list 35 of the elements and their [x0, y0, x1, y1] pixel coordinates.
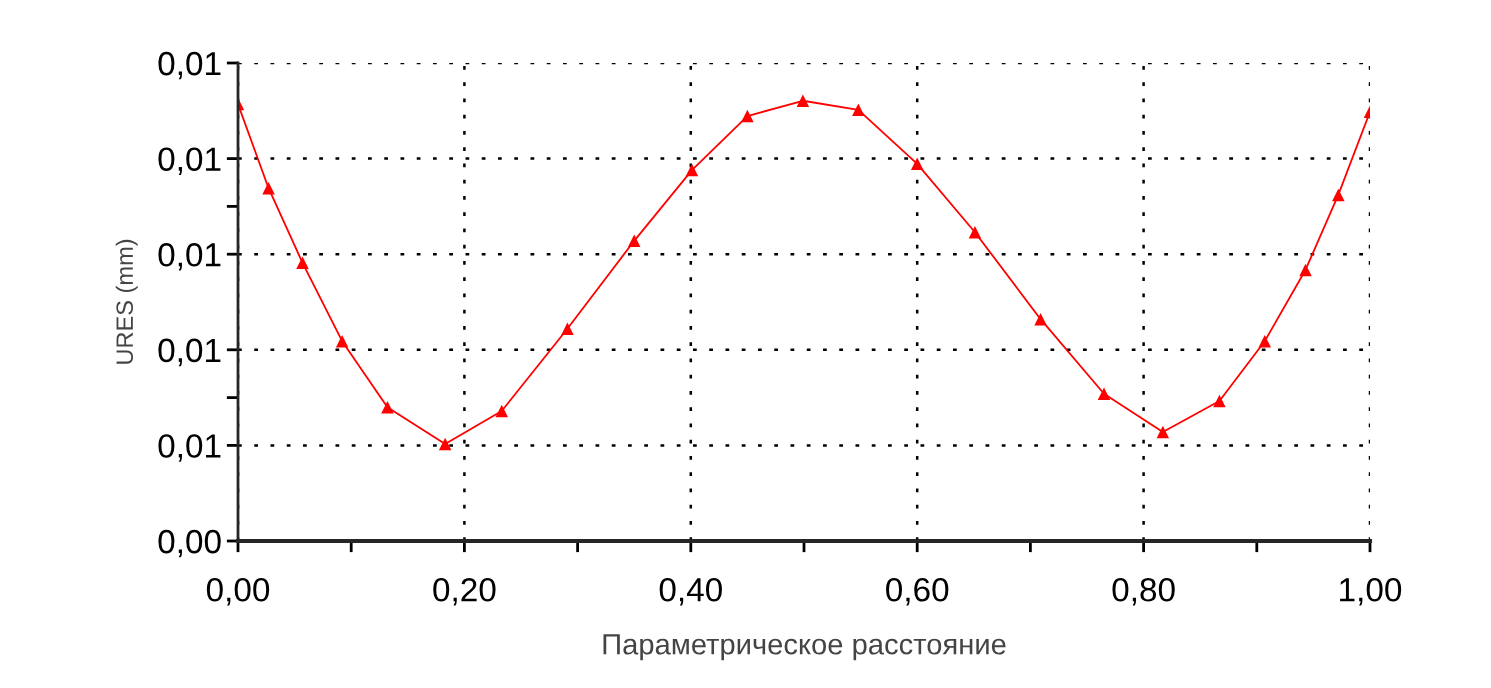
point [1332, 188, 1345, 202]
y-axis-title: URES (mm) [115, 239, 138, 364]
point [796, 94, 810, 108]
point [910, 157, 924, 171]
point [852, 103, 865, 117]
point [335, 334, 349, 348]
x-tick-label: 0,60 [886, 577, 949, 606]
point [296, 256, 309, 270]
point [1097, 387, 1111, 401]
point [741, 109, 754, 123]
x-tick-label: 1,00 [1340, 577, 1402, 606]
y-tick-label: 0,01 [158, 147, 221, 175]
y-tick-label: 0,01 [158, 243, 221, 271]
x-tick-label: 0,00 [206, 577, 270, 606]
x-tick-label: 0,40 [659, 577, 722, 606]
x-tick-label: 0,20 [433, 577, 496, 606]
x-axis-title: Параметрическое расстояние [603, 634, 1006, 661]
point [561, 322, 574, 336]
point [1156, 425, 1170, 439]
point [1034, 312, 1047, 326]
y-tick-label: 0,01 [158, 434, 221, 462]
y-tick-label: 0,01 [158, 338, 221, 367]
point [968, 225, 982, 239]
point [381, 400, 394, 414]
point [1213, 394, 1226, 408]
point [685, 163, 699, 177]
point [1299, 263, 1312, 277]
point [1258, 334, 1271, 348]
point [495, 404, 509, 418]
point [262, 181, 275, 195]
y-tick-label: 0,01 [158, 51, 221, 80]
x-tick-label: 0,80 [1112, 577, 1175, 606]
point [627, 234, 641, 248]
point [438, 437, 452, 451]
y-tick-label: 0,00 [158, 529, 221, 558]
